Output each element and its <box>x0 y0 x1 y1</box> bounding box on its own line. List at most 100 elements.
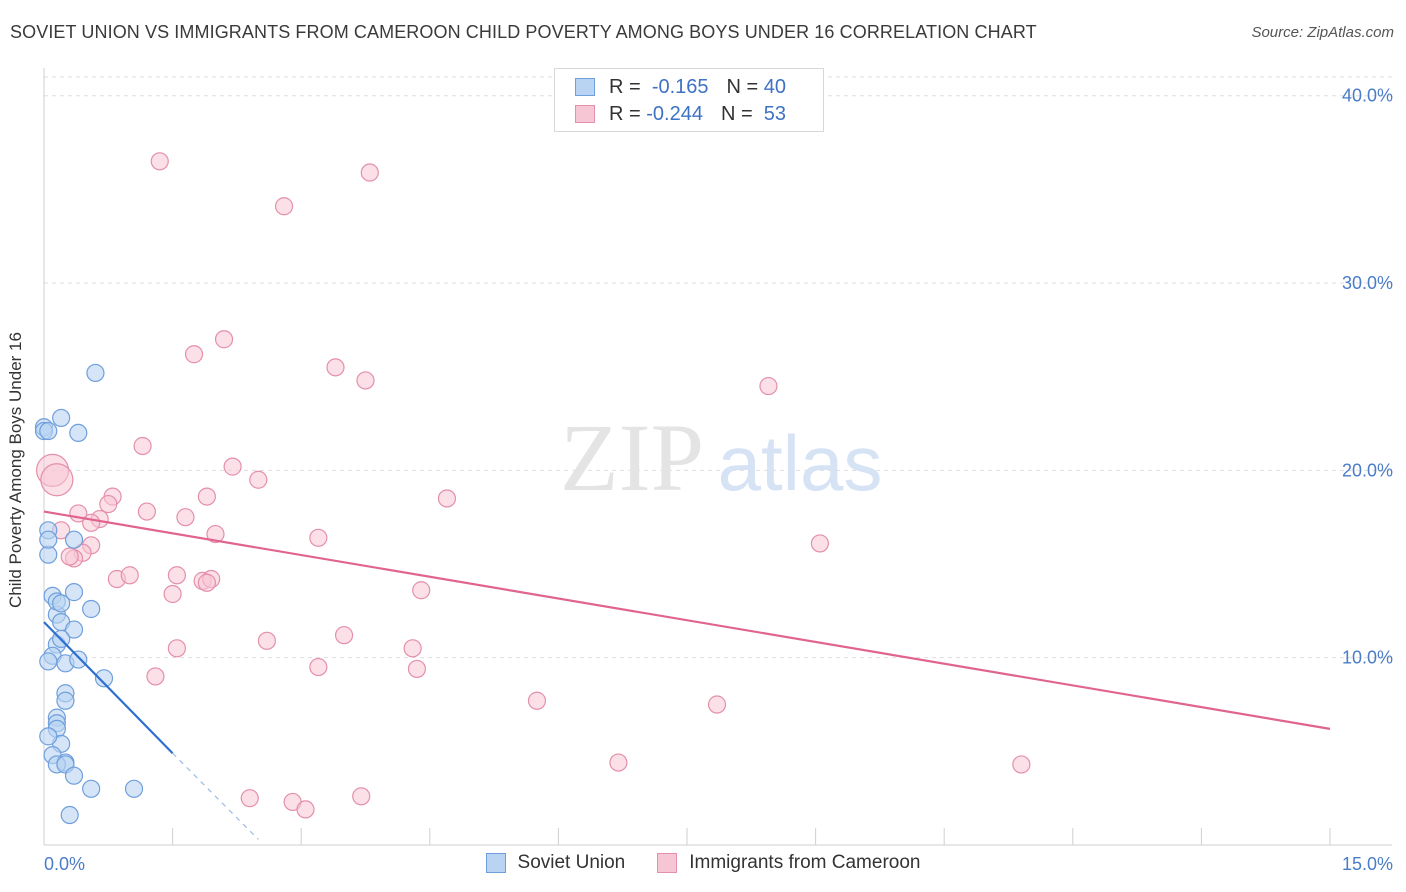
stats-legend: R = -0.165 N = 40 R = -0.244 N = 53 <box>554 68 824 132</box>
soviet-point <box>94 669 114 688</box>
y-tick-label: 30.0% <box>1342 273 1393 293</box>
cameroon-point <box>197 487 216 506</box>
cameroon-point <box>707 695 727 714</box>
soviet-point <box>64 766 84 785</box>
legend-swatch-soviet <box>575 78 595 96</box>
soviet-point <box>56 691 75 710</box>
cameroon-point <box>184 345 204 364</box>
legend-item-cameroon[interactable]: Immigrants from Cameroon <box>657 852 920 874</box>
cameroon-point <box>206 524 225 544</box>
cameroon-point <box>150 152 169 171</box>
soviet-point <box>82 779 101 798</box>
cameroon-point <box>167 566 186 585</box>
legend-label-soviet: Soviet Union <box>517 852 626 873</box>
soviet-point <box>64 620 84 639</box>
cameroon-point <box>40 463 74 497</box>
cameroon-point <box>146 667 165 686</box>
soviet-point <box>39 421 58 441</box>
soviet-point <box>52 408 71 428</box>
legend-swatch-cameroon <box>657 853 678 873</box>
cameroon-point <box>274 197 294 216</box>
cameroon-point <box>249 470 268 489</box>
soviet-point <box>82 599 101 619</box>
legend-swatch-cameroon <box>575 105 595 123</box>
cameroon-point <box>99 494 118 514</box>
cameroon-point <box>60 547 79 566</box>
cameroon-point <box>609 753 628 772</box>
soviet-point <box>86 363 105 383</box>
cameroon-point <box>407 659 427 679</box>
cameroon-point <box>82 513 101 532</box>
y-tick-label: 20.0% <box>1342 460 1393 480</box>
soviet-point <box>39 530 58 549</box>
cameroon-point <box>309 528 328 547</box>
legend-r-value: -0.165 <box>651 75 709 98</box>
soviet-point <box>69 423 88 443</box>
cameroon-point <box>334 626 354 645</box>
cameroon-point <box>356 371 375 390</box>
cameroon-point <box>137 502 156 521</box>
soviet-point <box>64 530 84 549</box>
cameroon-point <box>176 508 195 527</box>
cameroon-point <box>133 436 152 456</box>
cameroon-point <box>360 163 379 182</box>
y-tick-label: 40.0% <box>1342 86 1393 106</box>
source-label: Source: ZipAtlas.com <box>1251 24 1394 41</box>
legend-item-soviet[interactable]: Soviet Union <box>485 852 626 874</box>
x-tick-label: 0.0% <box>44 854 85 874</box>
series-cameroon-points <box>35 152 1031 819</box>
soviet-trend-line <box>43 621 174 754</box>
cameroon-point <box>1012 755 1031 774</box>
cameroon-point <box>759 376 778 396</box>
soviet-point <box>124 779 144 798</box>
cameroon-point <box>120 566 139 585</box>
cameroon-point <box>437 489 457 508</box>
watermark: ZIP atlas <box>560 404 882 511</box>
soviet-point <box>52 594 71 613</box>
cameroon-point <box>309 657 328 677</box>
soviet-point <box>60 805 79 825</box>
gridlines <box>44 76 1392 659</box>
legend-row-soviet: R = -0.165 N = 40 <box>575 74 786 100</box>
series-legend: Soviet Union Immigrants from Cameroon <box>0 852 1406 874</box>
cameroon-point <box>223 457 242 476</box>
cameroon-point <box>257 631 277 650</box>
cameroon-trend-line <box>43 510 1331 730</box>
legend-row-cameroon: R = -0.244 N = 53 <box>575 101 786 127</box>
cameroon-point <box>167 639 186 658</box>
cameroon-point <box>163 584 182 604</box>
cameroon-point <box>412 581 431 600</box>
cameroon-point <box>810 534 829 553</box>
legend-r-label: R = <box>609 102 641 125</box>
cameroon-point <box>326 358 345 377</box>
legend-label-cameroon: Immigrants from Cameroon <box>689 852 921 873</box>
soviet-point <box>39 652 58 671</box>
trend-lines <box>43 510 1331 840</box>
legend-n-label: N = <box>726 75 759 98</box>
series-soviet-points <box>34 363 144 825</box>
watermark-zip: ZIP <box>560 404 704 511</box>
legend-swatch-soviet <box>485 853 506 873</box>
soviet-point <box>39 727 58 746</box>
chart-title: SOVIET UNION VS IMMIGRANTS FROM CAMEROON… <box>10 22 1037 42</box>
y-tick-label: 10.0% <box>1342 648 1393 668</box>
cameroon-point <box>296 800 315 819</box>
legend-n-label: N = <box>720 102 753 125</box>
legend-r-label: R = <box>609 75 641 98</box>
cameroon-point <box>240 789 259 808</box>
cameroon-point <box>352 787 371 806</box>
x-tick-label: 15.0% <box>1342 854 1393 874</box>
cameroon-point <box>527 691 547 710</box>
legend-n-value: 40 <box>763 75 787 98</box>
soviet-point <box>69 650 88 669</box>
cameroon-point <box>214 330 234 349</box>
cameroon-point <box>197 573 216 592</box>
cameroon-point <box>403 639 422 658</box>
legend-r-value: -0.244 <box>646 102 703 125</box>
legend-n-value: 53 <box>763 102 787 125</box>
tick-labels: 10.0% 20.0% 30.0% 40.0% 0.0% 15.0% <box>44 86 1393 874</box>
soviet-point <box>64 583 84 602</box>
soviet-trend-extension <box>172 752 259 840</box>
watermark-atlas: atlas <box>718 419 883 507</box>
